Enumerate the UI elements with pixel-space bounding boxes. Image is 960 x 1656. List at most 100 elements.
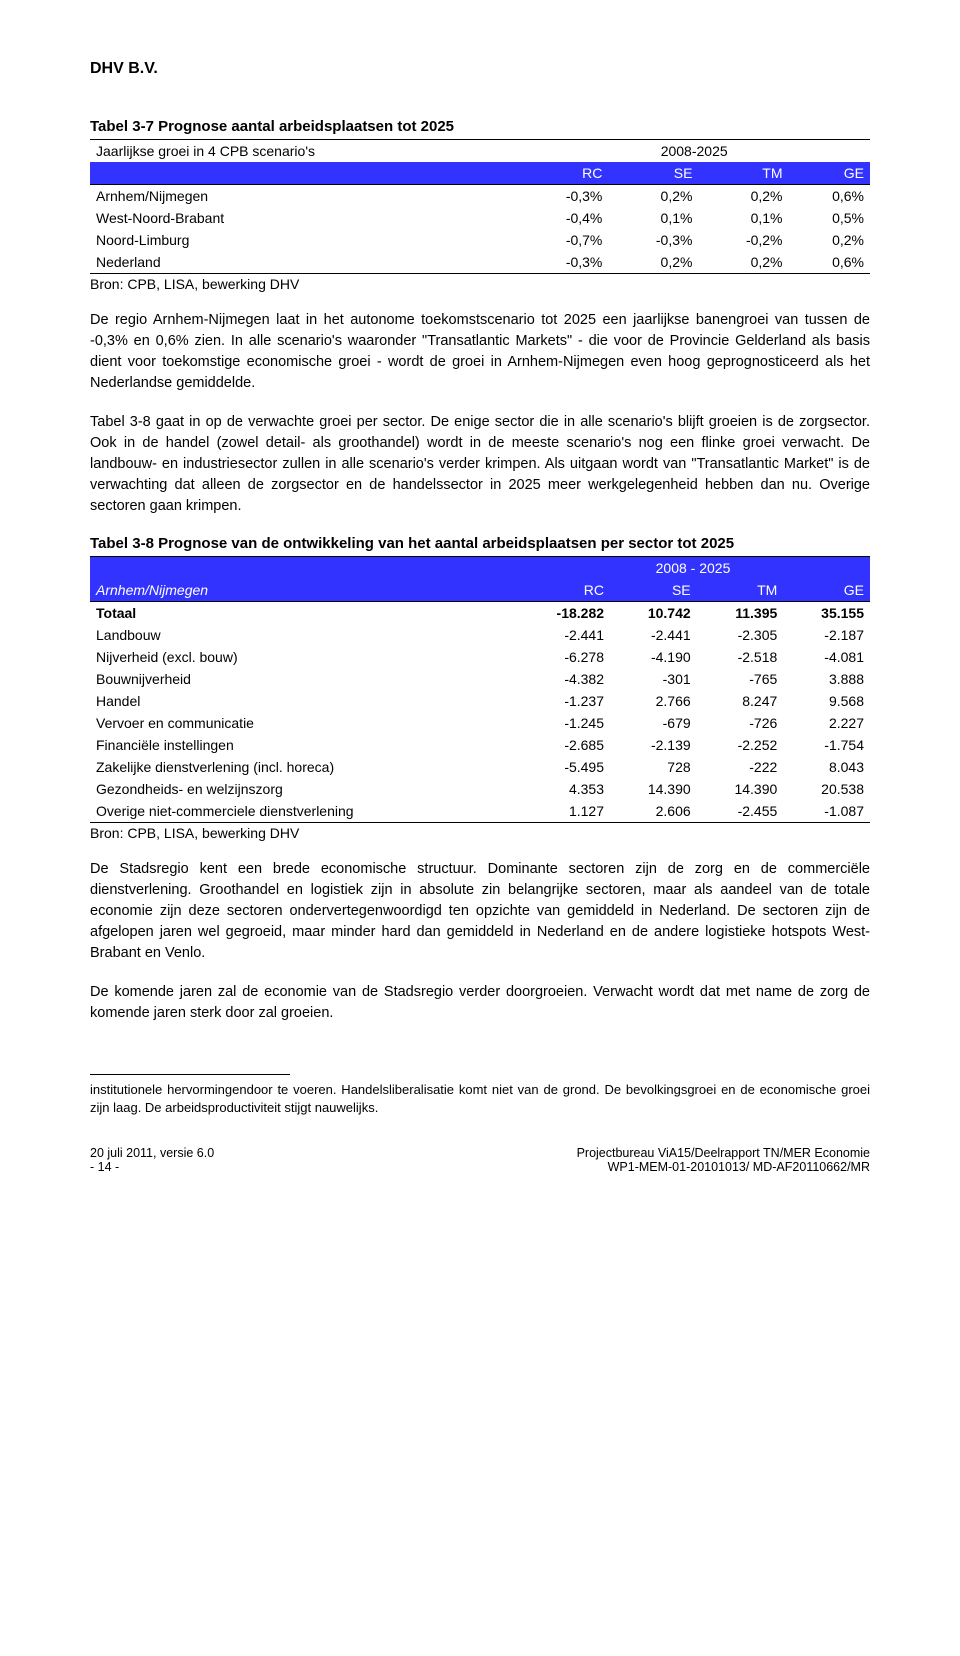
table-row: Zakelijke dienstverlening (incl. horeca)… xyxy=(90,756,870,778)
cell-value: 8.043 xyxy=(783,756,870,778)
row-label: Handel xyxy=(90,690,516,712)
cell-value: 3.888 xyxy=(783,668,870,690)
row-label: Overige niet-commerciele dienstverlening xyxy=(90,800,516,823)
footer-reference: WP1-MEM-01-20101013/ MD-AF20110662/MR xyxy=(577,1160,870,1174)
table1-colheader-tm: TM xyxy=(698,162,788,185)
table2: 2008 - 2025 Arnhem/Nijmegen RC SE TM GE … xyxy=(90,556,870,823)
table2-colheaders: Arnhem/Nijmegen RC SE TM GE xyxy=(90,579,870,602)
cell-value: 0,2% xyxy=(608,185,698,208)
row-label: Nederland xyxy=(90,251,518,274)
cell-value: -2.252 xyxy=(697,734,784,756)
footer-right: Projectbureau ViA15/Deelrapport TN/MER E… xyxy=(577,1146,870,1174)
cell-value: -2.518 xyxy=(697,646,784,668)
cell-value: -0,2% xyxy=(698,229,788,251)
table2-colheader-tm: TM xyxy=(697,579,784,602)
cell-value: 2.766 xyxy=(610,690,697,712)
table1-title: Tabel 3-7 Prognose aantal arbeidsplaatse… xyxy=(90,118,870,135)
cell-value: 11.395 xyxy=(697,602,784,625)
cell-value: -1.087 xyxy=(783,800,870,823)
cell-value: 35.155 xyxy=(783,602,870,625)
cell-value: 14.390 xyxy=(610,778,697,800)
cell-value: 9.568 xyxy=(783,690,870,712)
row-label: Gezondheids- en welzijnszorg xyxy=(90,778,516,800)
footer-date: 20 juli 2011, versie 6.0 xyxy=(90,1146,214,1160)
cell-value: 0,6% xyxy=(789,251,870,274)
cell-value: 4.353 xyxy=(516,778,610,800)
cell-value: -0,7% xyxy=(518,229,608,251)
footer-page-number: - 14 - xyxy=(90,1160,214,1174)
paragraph-4: De komende jaren zal de economie van de … xyxy=(90,982,870,1024)
cell-value: -0,3% xyxy=(518,251,608,274)
document-header: DHV B.V. xyxy=(90,60,870,78)
row-label: Nijverheid (excl. bouw) xyxy=(90,646,516,668)
cell-value: 20.538 xyxy=(783,778,870,800)
cell-value: -4.382 xyxy=(516,668,610,690)
cell-value: 2.227 xyxy=(783,712,870,734)
cell-value: -0,3% xyxy=(608,229,698,251)
cell-value: 0,2% xyxy=(789,229,870,251)
table1-superheader-label: Jaarlijkse groei in 4 CPB scenario's xyxy=(90,140,518,163)
paragraph-2: Tabel 3-8 gaat in op de verwachte groei … xyxy=(90,412,870,517)
cell-value: 14.390 xyxy=(697,778,784,800)
row-label: Landbouw xyxy=(90,624,516,646)
cell-value: 0,6% xyxy=(789,185,870,208)
table2-colheader-ge: GE xyxy=(783,579,870,602)
footer-project: Projectbureau ViA15/Deelrapport TN/MER E… xyxy=(577,1146,870,1160)
cell-value: -0,3% xyxy=(518,185,608,208)
cell-value: -2.139 xyxy=(610,734,697,756)
table2-title: Tabel 3-8 Prognose van de ontwikkeling v… xyxy=(90,535,870,552)
paragraph-1: De regio Arnhem-Nijmegen laat in het aut… xyxy=(90,310,870,394)
cell-value: 0,2% xyxy=(608,251,698,274)
footnote-text: institutionele hervormingendoor te voere… xyxy=(90,1081,870,1117)
cell-value: -765 xyxy=(697,668,784,690)
cell-value: -18.282 xyxy=(516,602,610,625)
table2-superheader: 2008 - 2025 xyxy=(90,557,870,580)
cell-value: 10.742 xyxy=(610,602,697,625)
cell-value: -301 xyxy=(610,668,697,690)
table-row: Vervoer en communicatie-1.245-679-7262.2… xyxy=(90,712,870,734)
table1-colheader-se: SE xyxy=(608,162,698,185)
cell-value: 8.247 xyxy=(697,690,784,712)
cell-value: -4.190 xyxy=(610,646,697,668)
row-label: Noord-Limburg xyxy=(90,229,518,251)
row-label: Arnhem/Nijmegen xyxy=(90,185,518,208)
cell-value: 0,2% xyxy=(698,185,788,208)
table-row: Gezondheids- en welzijnszorg4.35314.3901… xyxy=(90,778,870,800)
paragraph-3: De Stadsregio kent een brede economische… xyxy=(90,859,870,964)
page-footer: 20 juli 2011, versie 6.0 - 14 - Projectb… xyxy=(90,1146,870,1174)
cell-value: 0,5% xyxy=(789,207,870,229)
cell-value: -2.455 xyxy=(697,800,784,823)
cell-value: -1.245 xyxy=(516,712,610,734)
row-label: West-Noord-Brabant xyxy=(90,207,518,229)
cell-value: -4.081 xyxy=(783,646,870,668)
table1: Jaarlijkse groei in 4 CPB scenario's 200… xyxy=(90,139,870,274)
cell-value: -1.754 xyxy=(783,734,870,756)
cell-value: -2.441 xyxy=(516,624,610,646)
cell-value: 1.127 xyxy=(516,800,610,823)
cell-value: -2.685 xyxy=(516,734,610,756)
table2-superheader-blank xyxy=(90,557,516,580)
table2-rowheader-label: Arnhem/Nijmegen xyxy=(90,579,516,602)
table1-superheader: Jaarlijkse groei in 4 CPB scenario's 200… xyxy=(90,140,870,163)
cell-value: 0,1% xyxy=(608,207,698,229)
cell-value: -0,4% xyxy=(518,207,608,229)
table1-colheaders: RC SE TM GE xyxy=(90,162,870,185)
table-row: Noord-Limburg-0,7%-0,3%-0,2%0,2% xyxy=(90,229,870,251)
cell-value: -679 xyxy=(610,712,697,734)
cell-value: -2.441 xyxy=(610,624,697,646)
cell-value: 2.606 xyxy=(610,800,697,823)
cell-value: -6.278 xyxy=(516,646,610,668)
cell-value: -5.495 xyxy=(516,756,610,778)
row-label: Financiële instellingen xyxy=(90,734,516,756)
table-row: Bouwnijverheid-4.382-301-7653.888 xyxy=(90,668,870,690)
table2-superheader-span: 2008 - 2025 xyxy=(516,557,870,580)
cell-value: -2.187 xyxy=(783,624,870,646)
table-row: West-Noord-Brabant-0,4%0,1%0,1%0,5% xyxy=(90,207,870,229)
cell-value: 728 xyxy=(610,756,697,778)
table-row: Nijverheid (excl. bouw)-6.278-4.190-2.51… xyxy=(90,646,870,668)
cell-value: -726 xyxy=(697,712,784,734)
table-row: Landbouw-2.441-2.441-2.305-2.187 xyxy=(90,624,870,646)
table1-source: Bron: CPB, LISA, bewerking DHV xyxy=(90,276,870,292)
table-row: Handel-1.2372.7668.2479.568 xyxy=(90,690,870,712)
table-row: Arnhem/Nijmegen-0,3%0,2%0,2%0,6% xyxy=(90,185,870,208)
